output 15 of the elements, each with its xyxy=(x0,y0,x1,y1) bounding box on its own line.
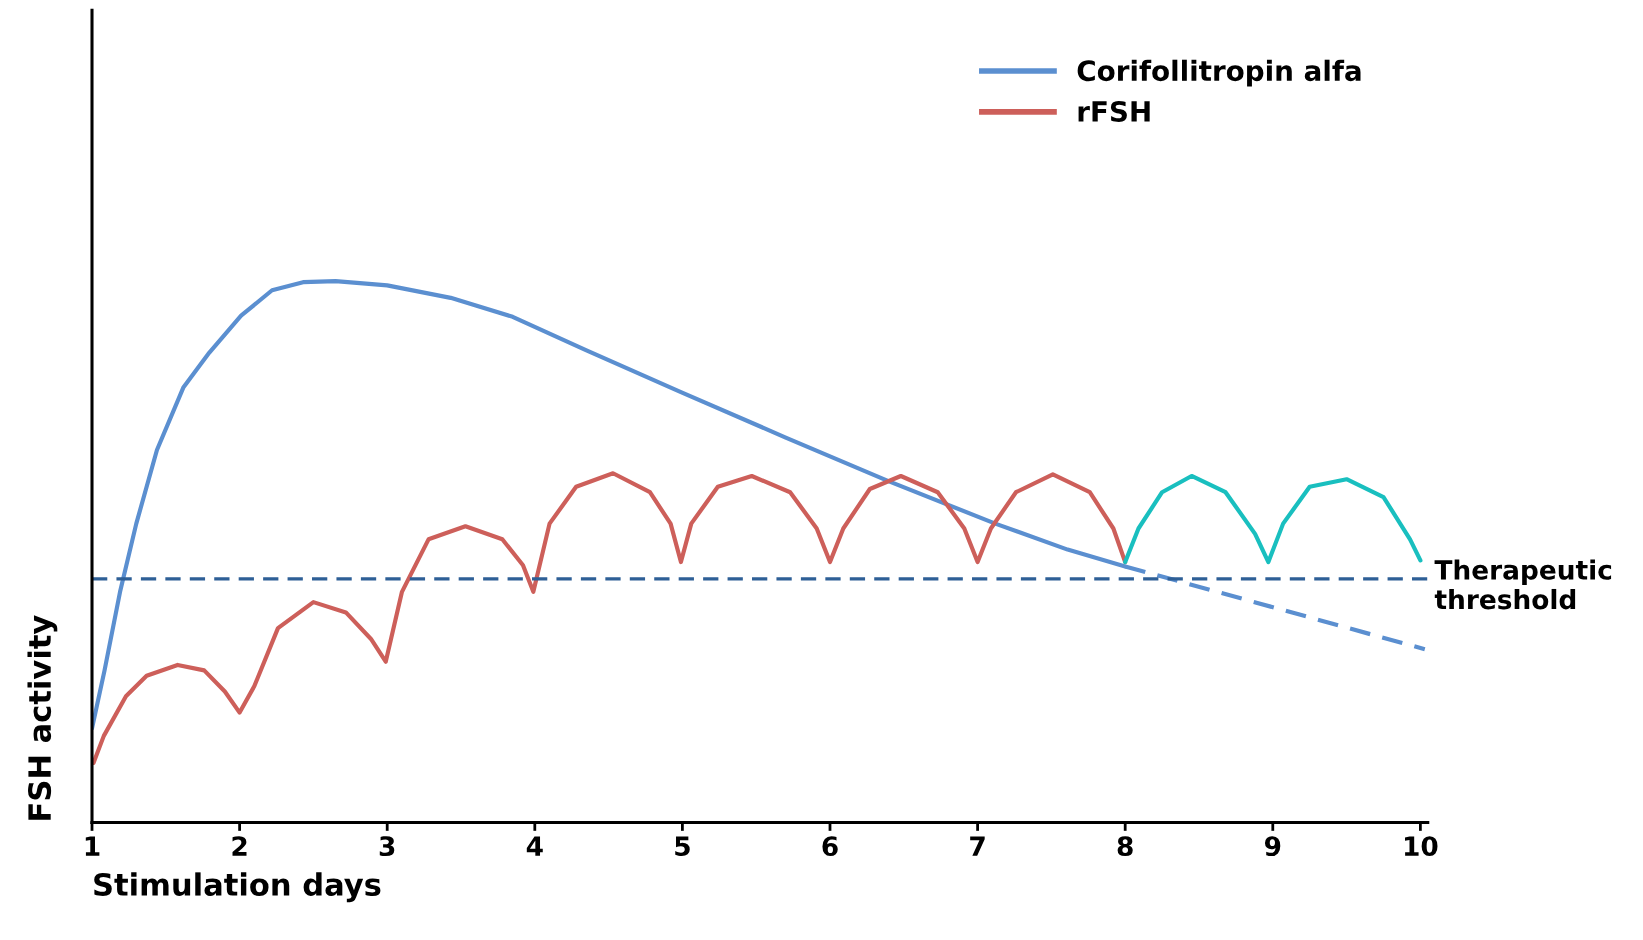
legend-label: rFSH xyxy=(1078,100,1150,122)
x-axis-title: Stimulation days xyxy=(94,872,381,903)
x-tick-label: 1 xyxy=(85,836,100,856)
x-tick-label: 6 xyxy=(822,836,838,857)
ref-line-label: Therapeutic threshold xyxy=(1434,559,1612,610)
legend-label: Corifollitropin alfa xyxy=(1077,59,1361,87)
x-tick-label: 3 xyxy=(379,836,395,857)
y-axis-title: FSH activity xyxy=(27,615,58,820)
x-tick-label: 8 xyxy=(1117,836,1133,857)
x-tick-label: 7 xyxy=(970,836,985,856)
x-tick-label: 9 xyxy=(1264,836,1281,857)
x-tick-label: 2 xyxy=(232,836,247,856)
x-tick-label: 4 xyxy=(526,836,543,856)
x-tick-label: 10 xyxy=(1405,836,1438,857)
x-tick-label: 5 xyxy=(675,836,690,857)
